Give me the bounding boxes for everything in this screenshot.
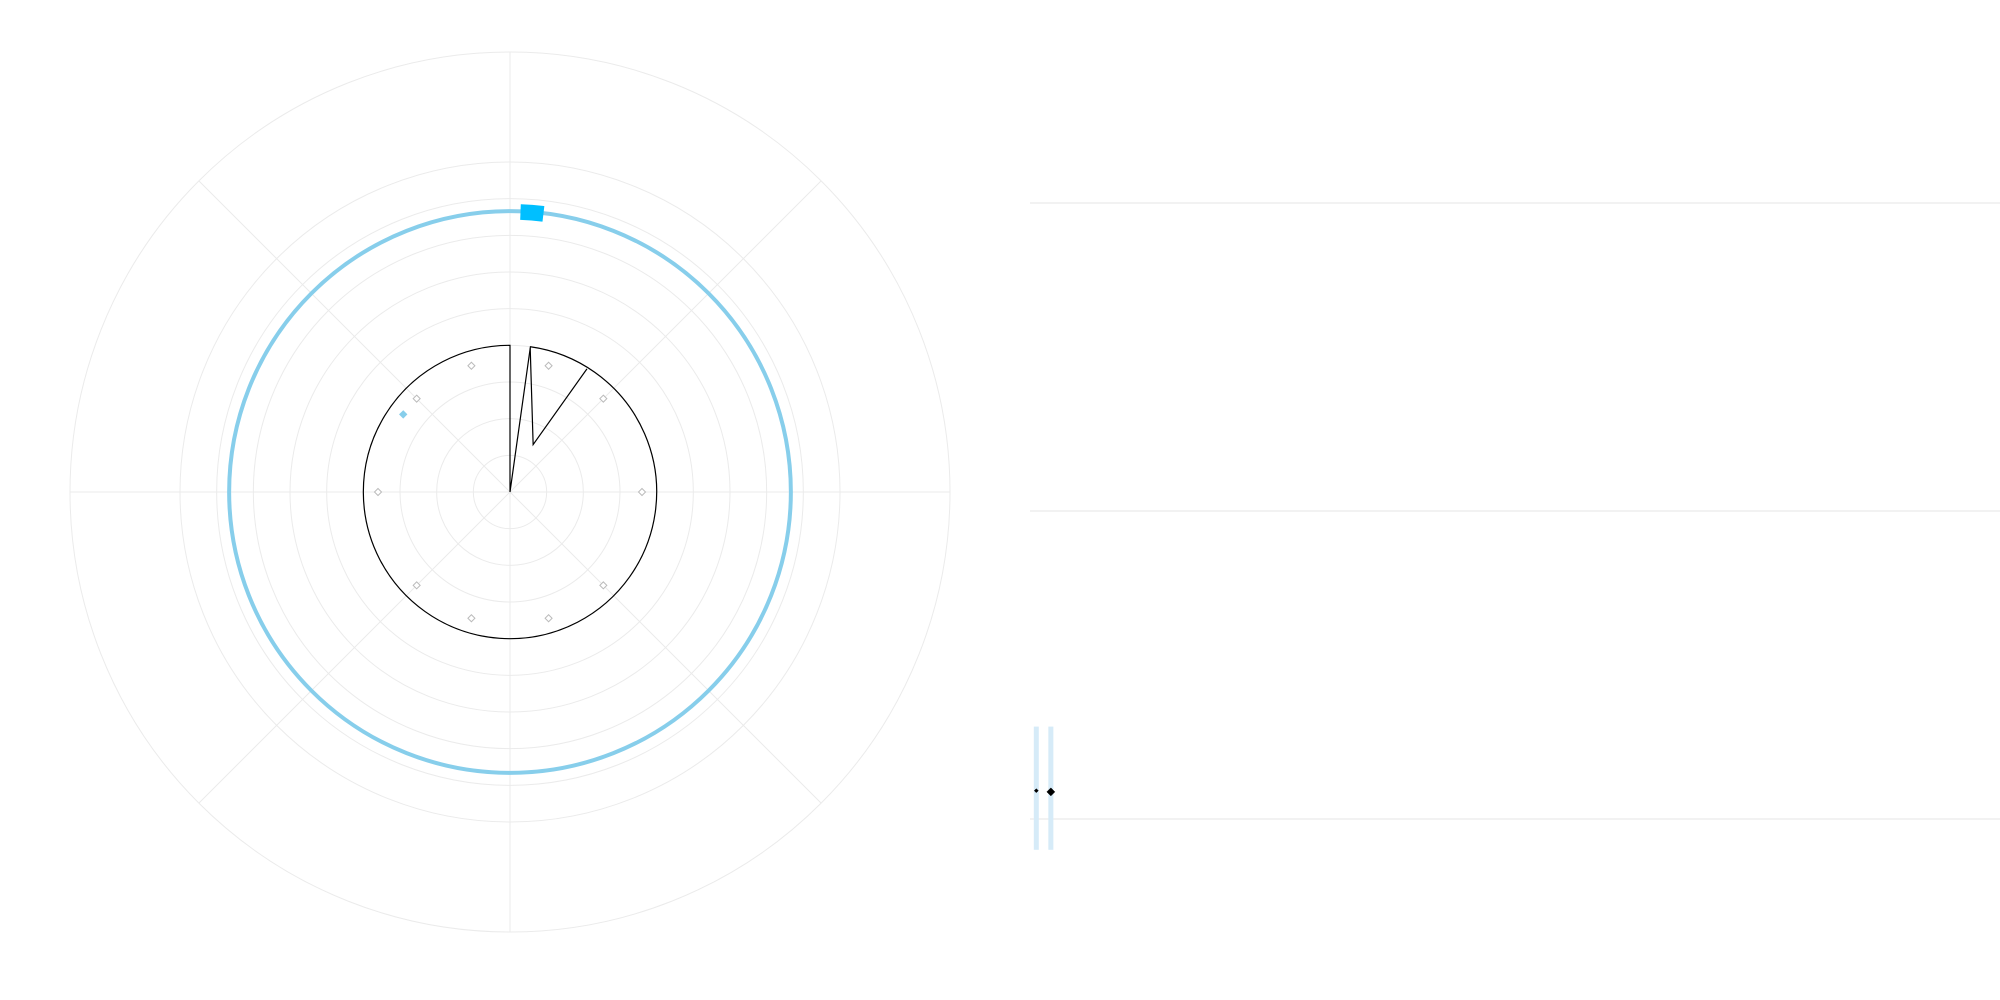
polar-marker-point (544, 614, 553, 623)
polar-marker-point (467, 614, 476, 623)
scatter-point (1046, 787, 1056, 797)
polar-marker-point (373, 487, 383, 497)
polar-angular-gridline (509, 180, 822, 493)
polar-marker-point (599, 394, 608, 403)
polar-angular-gridline (198, 491, 511, 804)
polar-series-bar (520, 204, 545, 222)
cartesian-chart (1030, 202, 2000, 850)
polar-marker-point (467, 361, 476, 370)
polar-marker-point (544, 361, 553, 370)
polar-marker-point (412, 394, 421, 403)
scatter-vertical-band (1033, 726, 1039, 850)
polar-series-circle (227, 209, 793, 775)
polar-marker-point (399, 410, 408, 419)
polar-series-notch (529, 348, 588, 447)
polar-marker-point (637, 487, 647, 497)
polar-marker-point (599, 581, 608, 590)
polar-marker-point (412, 581, 421, 590)
polar-angular-gridline (198, 180, 511, 493)
polar-series-wedge (362, 344, 658, 640)
polar-angular-gridline (509, 491, 822, 804)
scatter-point (1033, 788, 1039, 794)
polar-chart (69, 51, 951, 933)
